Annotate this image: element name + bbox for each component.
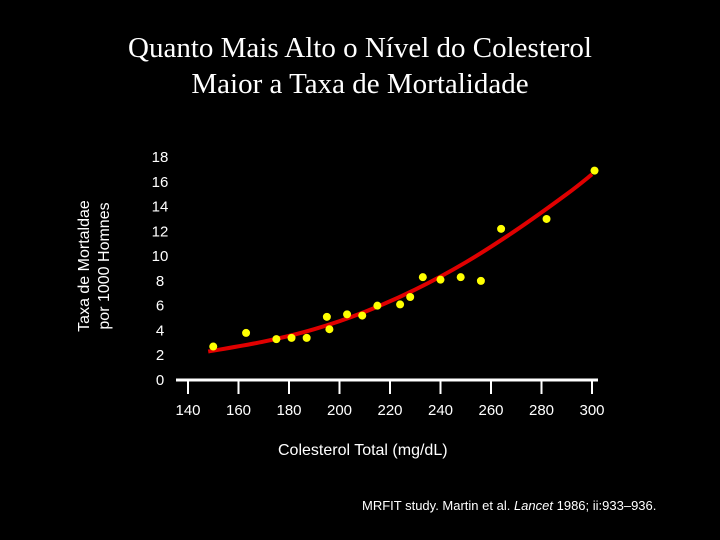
x-tick-label: 240 (428, 402, 453, 419)
x-tick-label: 140 (175, 402, 200, 419)
data-point (242, 328, 251, 337)
data-point (418, 273, 427, 282)
y-tick-label: 12 (152, 223, 169, 240)
data-point (456, 273, 465, 282)
x-axis-label: Colesterol Total (mg/dL) (278, 442, 448, 459)
data-point (272, 335, 281, 344)
y-tick-label: 6 (156, 298, 164, 315)
data-point (406, 292, 415, 301)
y-tick-label: 0 (156, 372, 164, 389)
data-point (373, 301, 382, 310)
chart-axes (176, 378, 598, 394)
data-point (396, 300, 405, 309)
citation-authors: MRFIT study. Martin et al. (362, 498, 514, 513)
y-tick-label: 14 (152, 199, 169, 216)
y-tick-label: 16 (152, 174, 169, 191)
y-tick-label: 4 (156, 322, 164, 339)
data-point (436, 275, 445, 284)
x-tick-label: 220 (377, 402, 402, 419)
data-point (287, 333, 296, 342)
x-tick-labels: 140 160 180 200 220 240 260 280 300 (175, 402, 604, 419)
data-point (325, 325, 334, 334)
data-point (542, 214, 551, 223)
y-tick-label: 18 (152, 149, 169, 166)
data-point (358, 311, 367, 320)
x-tick-label: 160 (226, 402, 251, 419)
title-line-1: Quanto Mais Alto o Nível do Colesterol (128, 32, 592, 64)
data-point (497, 224, 506, 233)
y-tick-labels: 0 2 4 6 8 10 12 14 16 18 (152, 149, 169, 389)
y-tick-label: 8 (156, 273, 164, 290)
y-tick-label: 2 (156, 347, 164, 364)
title-line-2: Maior a Taxa de Mortalidade (191, 68, 529, 100)
trend-curve (207, 172, 594, 354)
citation: MRFIT study. Martin et al. Lancet 1986; … (362, 498, 656, 513)
data-point (476, 276, 485, 285)
x-tick-label: 180 (276, 402, 301, 419)
data-point (343, 310, 352, 319)
x-tick-label: 260 (478, 402, 503, 419)
data-point (302, 333, 311, 342)
x-tick-label: 200 (327, 402, 352, 419)
slide-title: Quanto Mais Alto o Nível do Colesterol M… (0, 30, 720, 102)
data-point (209, 342, 218, 351)
data-points (209, 166, 599, 351)
x-tick-label: 300 (579, 402, 604, 419)
y-tick-label: 10 (152, 248, 169, 265)
data-point (590, 166, 599, 175)
citation-reference: 1986; ii:933–936. (553, 498, 657, 513)
x-tick-label: 280 (529, 402, 554, 419)
data-point (322, 312, 331, 321)
citation-journal: Lancet (513, 498, 553, 513)
